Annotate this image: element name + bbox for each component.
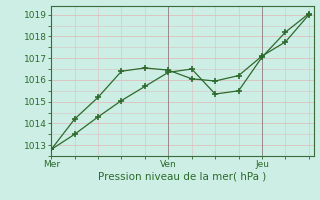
X-axis label: Pression niveau de la mer( hPa ): Pression niveau de la mer( hPa ) <box>98 172 267 182</box>
